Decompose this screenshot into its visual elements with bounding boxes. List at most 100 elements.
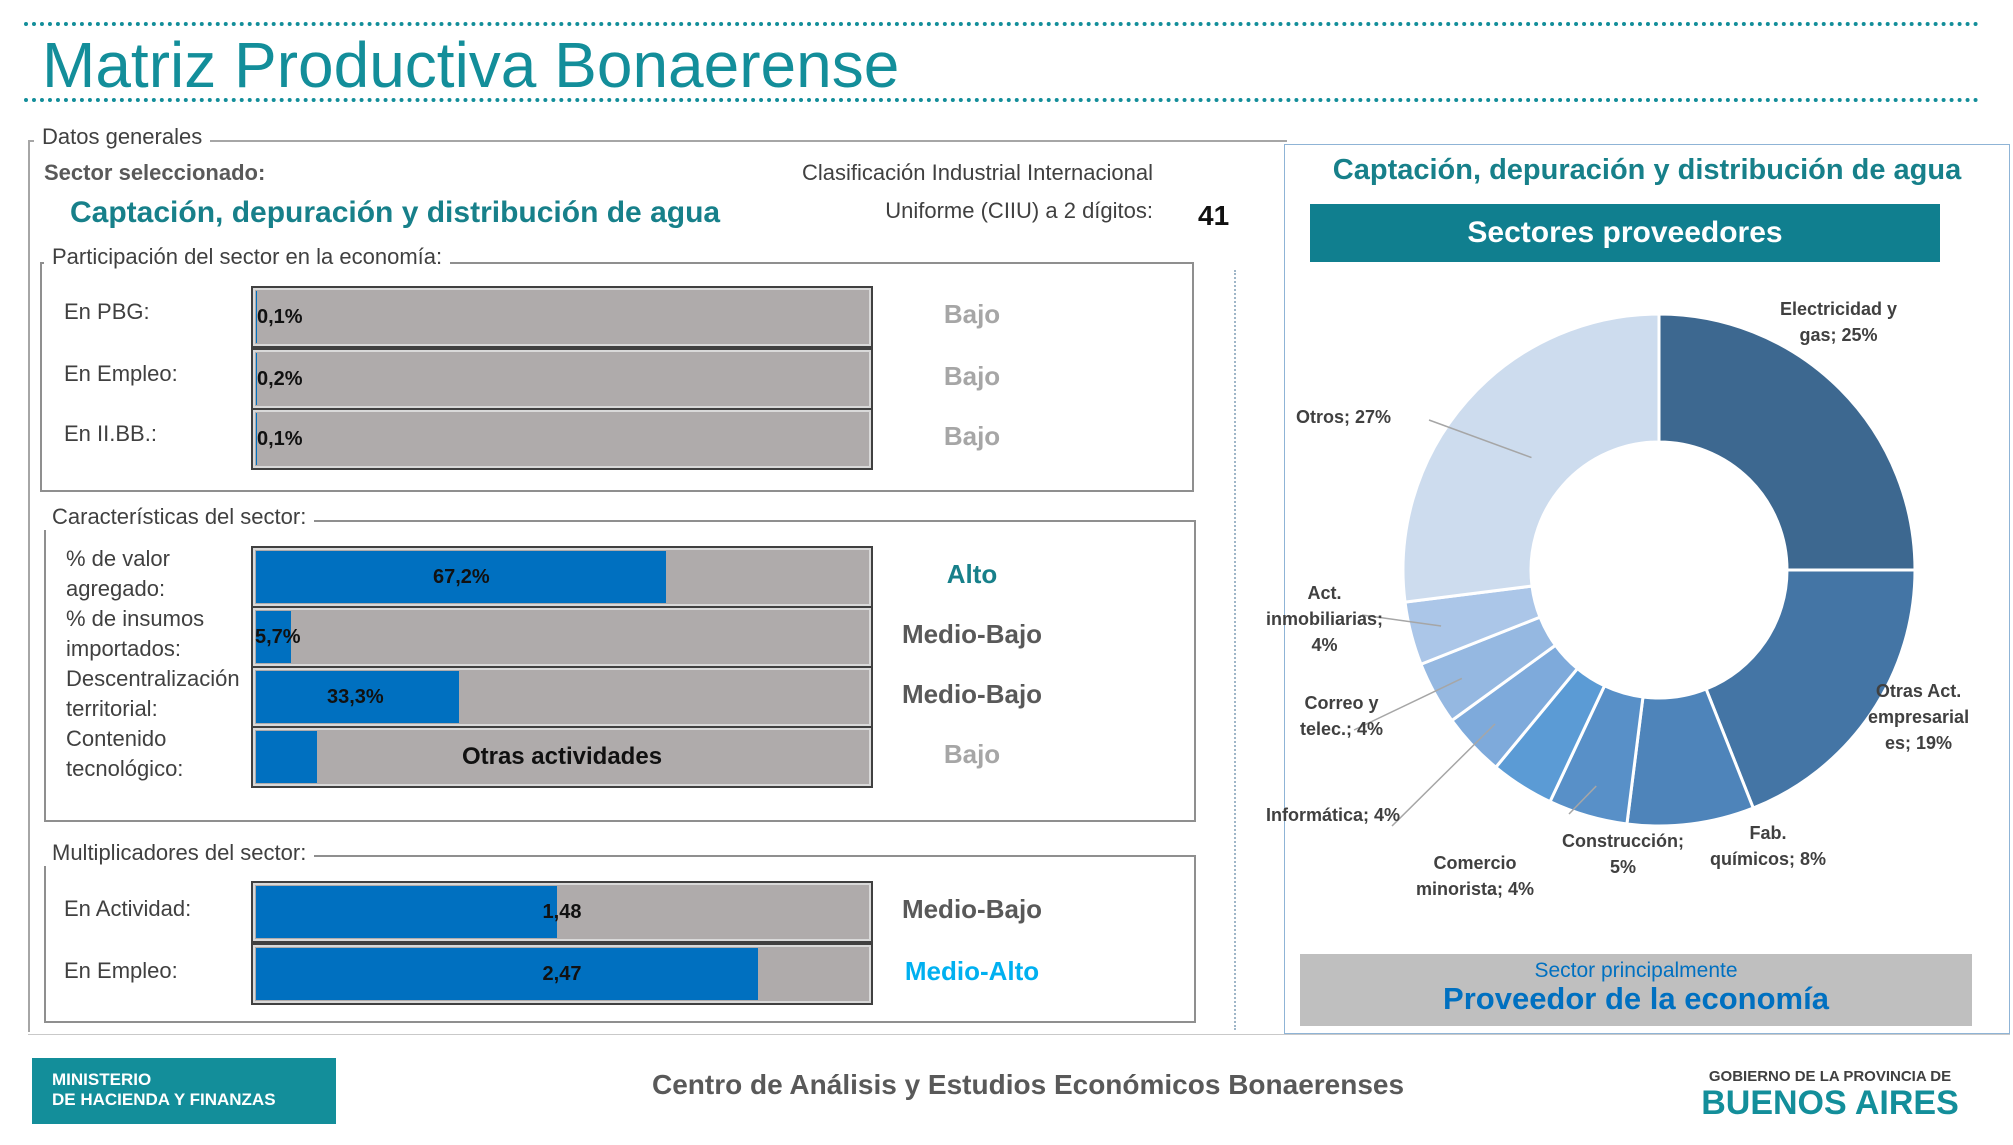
value-text: Otras actividades <box>461 743 663 770</box>
ministry-line2: DE HACIENDA Y FINANZAS <box>52 1090 276 1109</box>
pie-label-line: minorista; 4% <box>1416 879 1535 899</box>
row-label-line2: importados: <box>66 636 181 661</box>
row-label-line1: Descentralización <box>66 666 240 691</box>
top-dotted-rule <box>24 22 1980 26</box>
province-line1: GOBIERNO DE LA PROVINCIA DE <box>1708 1068 1952 1085</box>
value-bar: Otras actividades <box>251 726 873 788</box>
general-legend: Datos generales <box>34 124 211 150</box>
value-bar: 5,7% <box>251 606 873 668</box>
pie-label-line: Construcción; <box>1562 831 1685 851</box>
pie-label: Informática; 4% <box>1266 802 1400 828</box>
panel-separator <box>1234 270 1236 1030</box>
value-bar: 0,1% <box>251 286 873 348</box>
value-bar: 67,2% <box>251 546 873 608</box>
value-bar-fill <box>256 611 291 663</box>
providers-donut-chart <box>1353 312 1917 828</box>
pie-label-line: Otras Act. <box>1875 681 1962 701</box>
value-text: 5,7% <box>255 625 301 648</box>
row-label-line1: % de insumos <box>66 606 205 631</box>
value-bar-fill <box>256 413 257 465</box>
row-label-line2: agregado: <box>66 576 166 601</box>
sector-role-line2: Proveedor de la economía <box>1443 981 1829 1016</box>
level-text: Bajo <box>943 361 1001 391</box>
value-bar: 2,47 <box>251 943 873 1005</box>
value-text: 0,1% <box>257 305 303 328</box>
value-text: 0,2% <box>257 367 303 390</box>
pie-label: Act. inmobiliarias; 4% <box>1266 580 1383 658</box>
province-logo: GOBIERNO DE LA PROVINCIA DE BUENOS AIRES <box>1680 1068 1980 1121</box>
level-text: Bajo <box>943 421 1001 451</box>
row-label: En Empleo: <box>64 361 178 386</box>
pie-label: Otros; 27% <box>1296 404 1391 430</box>
row-label: En PBG: <box>64 299 150 324</box>
title-dotted-rule <box>24 98 1980 102</box>
participation-legend: Participación del sector en la economía: <box>44 244 451 270</box>
value-bar: 1,48 <box>251 881 873 943</box>
pie-label-line: Informática; 4% <box>1266 805 1401 825</box>
pie-label-line: Comercio <box>1433 853 1517 873</box>
ministry-logo: MINISTERIO DE HACIENDA Y FINANZAS <box>32 1058 336 1124</box>
footer-center-text: Centro de Análisis y Estudios Económicos… <box>652 1069 1405 1100</box>
value-bar: 0,1% <box>251 408 873 470</box>
value-bar-fill <box>256 291 257 343</box>
row-label-line2: territorial: <box>66 696 158 721</box>
row-label-line1: % de valor <box>66 546 170 571</box>
pie-label-line: Fab. <box>1749 823 1787 843</box>
pie-label: Comercio minorista; 4% <box>1416 850 1534 902</box>
level-text: Medio-Bajo <box>901 619 1043 649</box>
ciiu-label-line2: Uniforme (CIIU) a 2 dígitos: <box>885 198 1153 223</box>
value-bar-fill <box>256 731 317 783</box>
footer-rule <box>28 1034 2010 1035</box>
value-bar-fill <box>256 886 557 938</box>
sector-selected-label: Sector seleccionado: <box>44 160 266 185</box>
providers-sector-name: Captación, depuración y distribución de … <box>1332 154 1962 186</box>
value-bar-fill <box>256 948 759 1000</box>
pie-label-line: 5% <box>1610 857 1637 877</box>
row-label-line2: tecnológico: <box>66 756 184 781</box>
participation-panel <box>40 262 1194 492</box>
pie-label-line: es; 19% <box>1885 733 1953 753</box>
level-text: Alto <box>946 559 998 589</box>
province-line2: BUENOS AIRES <box>1701 1084 1959 1122</box>
value-bar: 0,2% <box>251 348 873 410</box>
value-bar-fill <box>256 353 258 405</box>
pie-label-line: Electricidad y <box>1780 299 1898 319</box>
leader-line <box>1353 677 1463 731</box>
level-text: Bajo <box>943 739 1001 769</box>
pie-label: Otras Act. empresarial es; 19% <box>1868 678 1969 756</box>
pie-label-line: telec.; 4% <box>1300 719 1384 739</box>
general-frame <box>28 140 1287 1032</box>
pie-label-line: 4% <box>1311 635 1338 655</box>
level-text: Bajo <box>943 299 1001 329</box>
multipliers-legend: Multiplicadores del sector: <box>44 840 315 866</box>
sector-role-line1: Sector principalmente <box>1534 959 1738 982</box>
pie-label: Fab. químicos; 8% <box>1710 820 1826 872</box>
level-text: Medio-Alto <box>904 956 1040 986</box>
ministry-line1: MINISTERIO <box>52 1070 152 1089</box>
pie-label-line: gas; 25% <box>1799 325 1878 345</box>
row-label: En II.BB.: <box>64 421 157 446</box>
pie-label: Electricidad y gas; 25% <box>1780 296 1897 348</box>
value-text: 33,3% <box>327 685 384 708</box>
sector-role-box: Sector principalmente Proveedor de la ec… <box>1300 954 1972 1026</box>
ciiu-value: 41 <box>1198 200 1230 231</box>
leader-line <box>1428 419 1532 459</box>
characteristics-panel <box>44 520 1196 822</box>
value-text: 67,2% <box>433 565 490 588</box>
pie-label: Construcción; 5% <box>1562 828 1684 880</box>
value-bar: 33,3% <box>251 666 873 728</box>
sector-name: Captación, depuración y distribución de … <box>70 196 721 229</box>
pie-label-line: inmobiliarias; <box>1266 609 1384 629</box>
row-label: En Empleo: <box>64 958 178 983</box>
pie-label-line: Correo y <box>1304 693 1379 713</box>
donut-slice <box>1704 568 1917 810</box>
pie-label-line: empresarial <box>1868 707 1970 727</box>
multipliers-panel <box>44 855 1196 1023</box>
value-text: 0,1% <box>257 427 303 450</box>
ciiu-label-line1: Clasificación Industrial Internacional <box>802 160 1153 185</box>
row-label: En Actividad: <box>64 896 192 921</box>
page-title: Matriz Productiva Bonaerense <box>42 29 900 101</box>
level-text: Medio-Bajo <box>901 894 1043 924</box>
pie-label-line: Act. <box>1307 583 1342 603</box>
row-label-line1: Contenido <box>66 726 167 751</box>
